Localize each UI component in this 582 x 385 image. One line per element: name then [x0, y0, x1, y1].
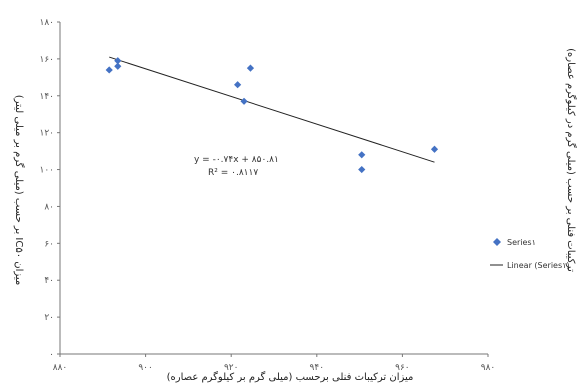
y-tick-label: ۲۰ [44, 313, 54, 323]
data-point-3 [234, 81, 242, 89]
legend-trendline-label: Linear (Series۱) [507, 261, 570, 270]
data-point-0 [105, 66, 113, 74]
y-tick-label: ۸۰ [44, 202, 54, 212]
x-tick-label: ۹۴۰ [310, 363, 325, 373]
y-tick-label: ۱۲۰ [39, 129, 54, 139]
r-squared-label: R² = ۰.۸۱۱۷ [208, 168, 258, 178]
y-tick-label: ۱۰۰ [39, 166, 54, 176]
x-axis-ticks: ۸۸۰ ۹۰۰ ۹۲۰ ۹۴۰ ۹۶۰ ۹۸۰ [53, 354, 496, 373]
x-tick-label: ۹۰۰ [138, 363, 153, 373]
data-point-5 [246, 64, 255, 72]
y-axis-ticks: ۰ ۲۰ ۴۰ ۶۰ ۸۰ ۱۰۰ ۱۲۰ ۱۴۰ ۱۶۰ ۱۸۰ [39, 18, 60, 360]
trendline [109, 56, 435, 163]
data-point-1 [114, 57, 122, 65]
data-points [105, 57, 439, 174]
y-tick-label: ۱۶۰ [39, 55, 54, 65]
y-tick-label: ۱۸۰ [39, 18, 54, 28]
y-tick-label: ۱۴۰ [39, 92, 54, 102]
x-tick-label: ۸۸۰ [53, 363, 68, 373]
y-tick-label: ۰ [49, 350, 54, 360]
legend-series-label: Series۱ [507, 238, 536, 247]
data-point-8 [430, 145, 439, 153]
legend: Series۱ Linear (Series۱) [490, 238, 570, 270]
y-axis-title: میزان IC۵۰ بر حسب (میلی گرم بر میلی لیتر… [13, 95, 25, 286]
plot-area [60, 22, 488, 354]
x-tick-label: ۹۲۰ [224, 363, 239, 373]
x-tick-label: ۹۸۰ [481, 363, 496, 373]
legend-series-marker [493, 238, 501, 246]
trendline-equation: y = -۰.۷۴x + ۸۵۰.۸۱ [194, 155, 279, 165]
x-tick-label: ۹۶۰ [395, 363, 410, 373]
trendline-group [109, 56, 435, 163]
y-tick-label: ۴۰ [44, 276, 54, 286]
data-point-2 [114, 62, 122, 70]
x-axis-title: میزان ترکیبات فنلی برحسب (میلی گرم بر کی… [167, 371, 414, 383]
data-point-4 [240, 97, 248, 105]
y-tick-label: ۶۰ [44, 239, 54, 249]
data-point-7 [358, 165, 366, 174]
data-point-6 [358, 151, 366, 159]
right-axis-title: ترکیبات فنلی بر حسب (میلی گرم در کیلوگرم… [565, 48, 577, 272]
